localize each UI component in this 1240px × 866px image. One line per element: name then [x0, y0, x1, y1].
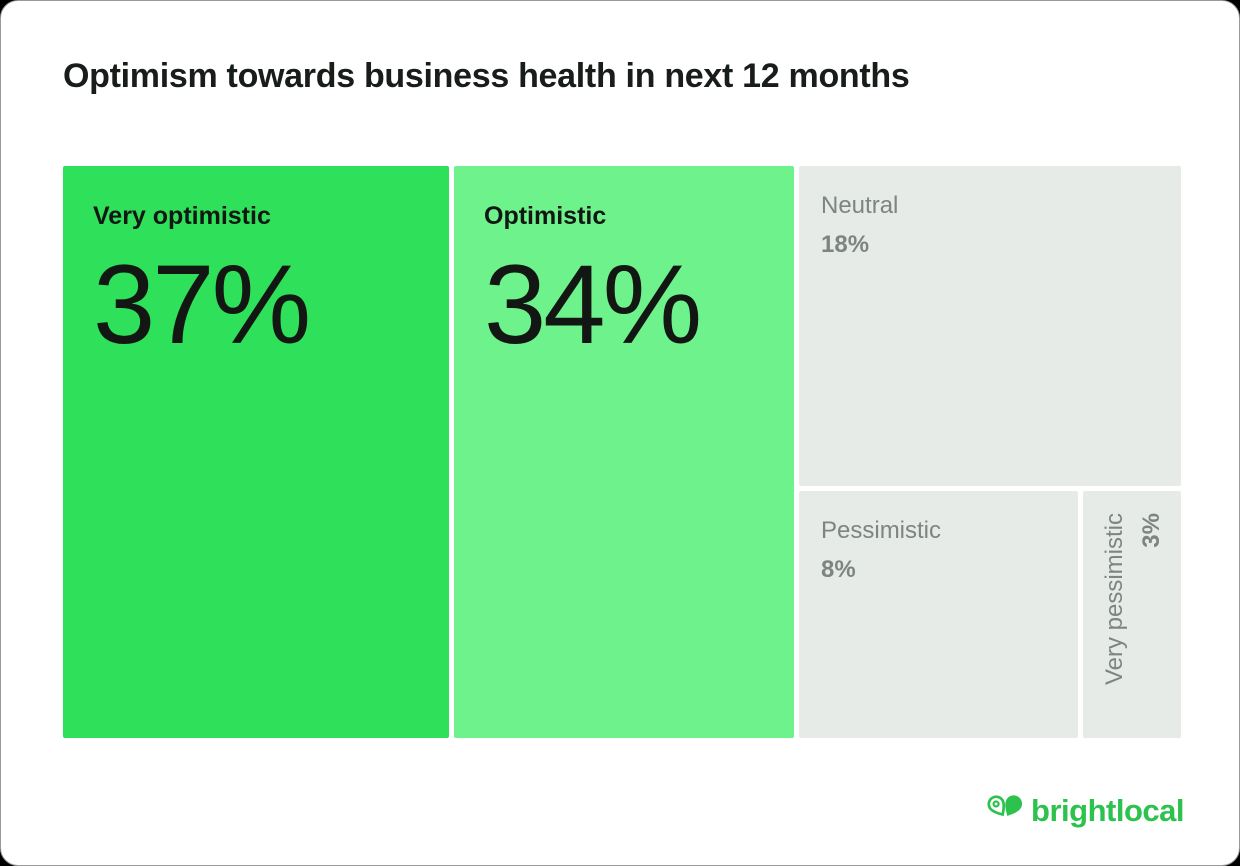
treemap-cell-pessimistic: Pessimistic 8%	[799, 491, 1078, 738]
cell-label: Very pessimistic	[1101, 513, 1128, 686]
cell-value: 18%	[821, 231, 870, 259]
treemap-chart: Very optimistic 37% Optimistic 34% Neutr…	[63, 166, 1181, 738]
rotated-label-group: Very pessimistic 3%	[1083, 491, 1181, 738]
cell-label: Optimistic	[484, 202, 607, 230]
cell-label: Pessimistic	[821, 517, 942, 544]
cell-value: 37%	[93, 241, 311, 367]
cell-value: 8%	[821, 556, 856, 584]
treemap-cell-optimistic: Optimistic 34%	[454, 166, 794, 738]
brightlocal-logo-text: brightlocal	[1031, 793, 1184, 828]
cell-label: Very optimistic	[93, 202, 271, 230]
brand-footer: brightlocal	[987, 793, 1184, 829]
treemap-cell-neutral: Neutral 18%	[799, 166, 1181, 486]
cell-value: 3%	[1138, 513, 1166, 548]
treemap-cell-very-optimistic: Very optimistic 37%	[63, 166, 449, 738]
brightlocal-heart-pin-icon	[987, 795, 1023, 817]
cell-value: 34%	[484, 241, 702, 367]
treemap-cell-very-pessimistic: Very pessimistic 3%	[1083, 491, 1181, 738]
chart-title: Optimism towards business health in next…	[63, 57, 910, 95]
cell-label: Neutral	[821, 192, 899, 219]
